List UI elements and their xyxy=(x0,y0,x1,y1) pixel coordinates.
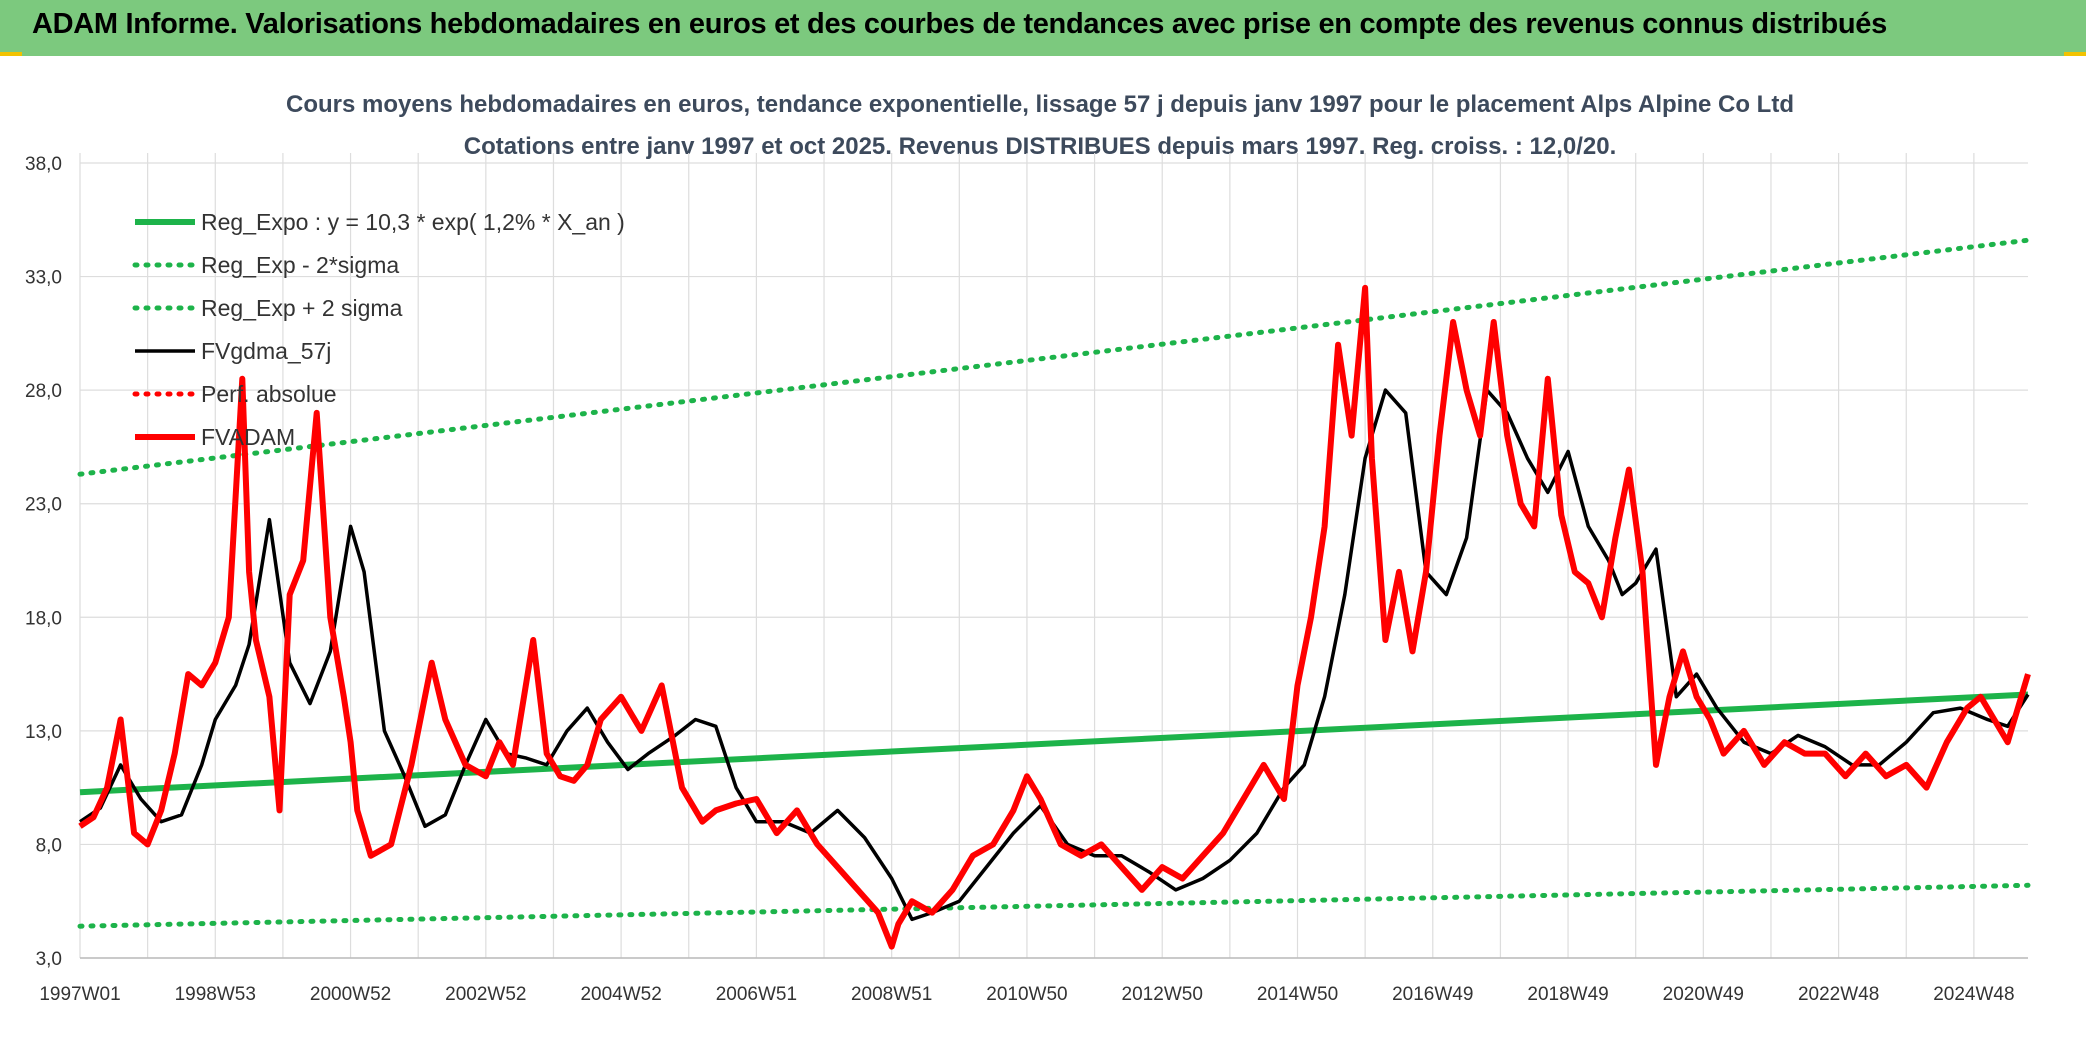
x-tick-label: 2000W52 xyxy=(310,984,391,1005)
y-tick-label: 18,0 xyxy=(25,608,62,629)
x-tick-label: 2018W49 xyxy=(1527,984,1608,1005)
series-group xyxy=(77,237,2031,950)
corner-marker-right xyxy=(2064,52,2086,58)
report-banner: ADAM Informe. Valorisations hebdomadaire… xyxy=(0,0,2086,56)
series-line-5 xyxy=(78,284,2031,950)
y-tick-label: 28,0 xyxy=(25,381,62,402)
x-tick-label: 2004W52 xyxy=(580,984,661,1005)
x-tick-label: 2022W48 xyxy=(1798,984,1879,1005)
legend-label: Perf. absolue xyxy=(201,381,337,407)
x-tick-label: 2002W52 xyxy=(445,984,526,1005)
y-tick-label: 23,0 xyxy=(25,495,62,516)
legend-label: FVgdma_57j xyxy=(201,338,331,364)
y-tick-label: 3,0 xyxy=(36,949,62,970)
corner-marker-left xyxy=(0,52,22,58)
y-tick-label: 13,0 xyxy=(25,722,62,743)
legend-label: Reg_Exp - 2*sigma xyxy=(201,252,399,278)
x-tick-label: 2020W49 xyxy=(1663,984,1744,1005)
x-tick-label: 2016W49 xyxy=(1392,984,1473,1005)
x-tick-label: 1997W01 xyxy=(39,984,120,1005)
legend-label: FVADAM xyxy=(201,424,295,450)
x-tick-label: 2012W50 xyxy=(1122,984,1203,1005)
series-line-2 xyxy=(77,237,2031,477)
report-title: ADAM Informe. Valorisations hebdomadaire… xyxy=(32,8,1887,40)
x-tick-label: 2006W51 xyxy=(716,984,797,1005)
y-axis: 3,0 8,0 13,0 18,0 23,0 28,0 33,0 38,0 xyxy=(25,154,62,970)
y-tick-label: 8,0 xyxy=(36,835,62,856)
x-tick-label: 2010W50 xyxy=(986,984,1067,1005)
chart: Cours moyens hebdomadaires en euros, ten… xyxy=(0,56,2086,1037)
x-tick-label: 2014W50 xyxy=(1257,984,1338,1005)
chart-subtitle: Cotations entre janv 1997 et oct 2025. R… xyxy=(464,133,1616,160)
y-tick-label: 38,0 xyxy=(25,154,62,175)
x-axis: 1997W01 1998W53 2000W52 2002W52 2004W52 2006W… xyxy=(39,957,2028,1005)
x-tick-label: 2008W51 xyxy=(851,984,932,1005)
chart-title: Cours moyens hebdomadaires en euros, ten… xyxy=(286,91,1794,118)
x-tick-label: 2024W48 xyxy=(1933,984,2014,1005)
y-tick-label: 33,0 xyxy=(25,268,62,289)
x-tick-label: 1998W53 xyxy=(175,984,256,1005)
legend-label: Reg_Exp + 2 sigma xyxy=(201,295,403,321)
series-line-3 xyxy=(79,388,2030,922)
legend-label: Reg_Expo : y = 10,3 * exp( 1,2% * X_an ) xyxy=(201,209,625,235)
legend: Reg_Expo : y = 10,3 * exp( 1,2% * X_an )… xyxy=(132,209,625,450)
